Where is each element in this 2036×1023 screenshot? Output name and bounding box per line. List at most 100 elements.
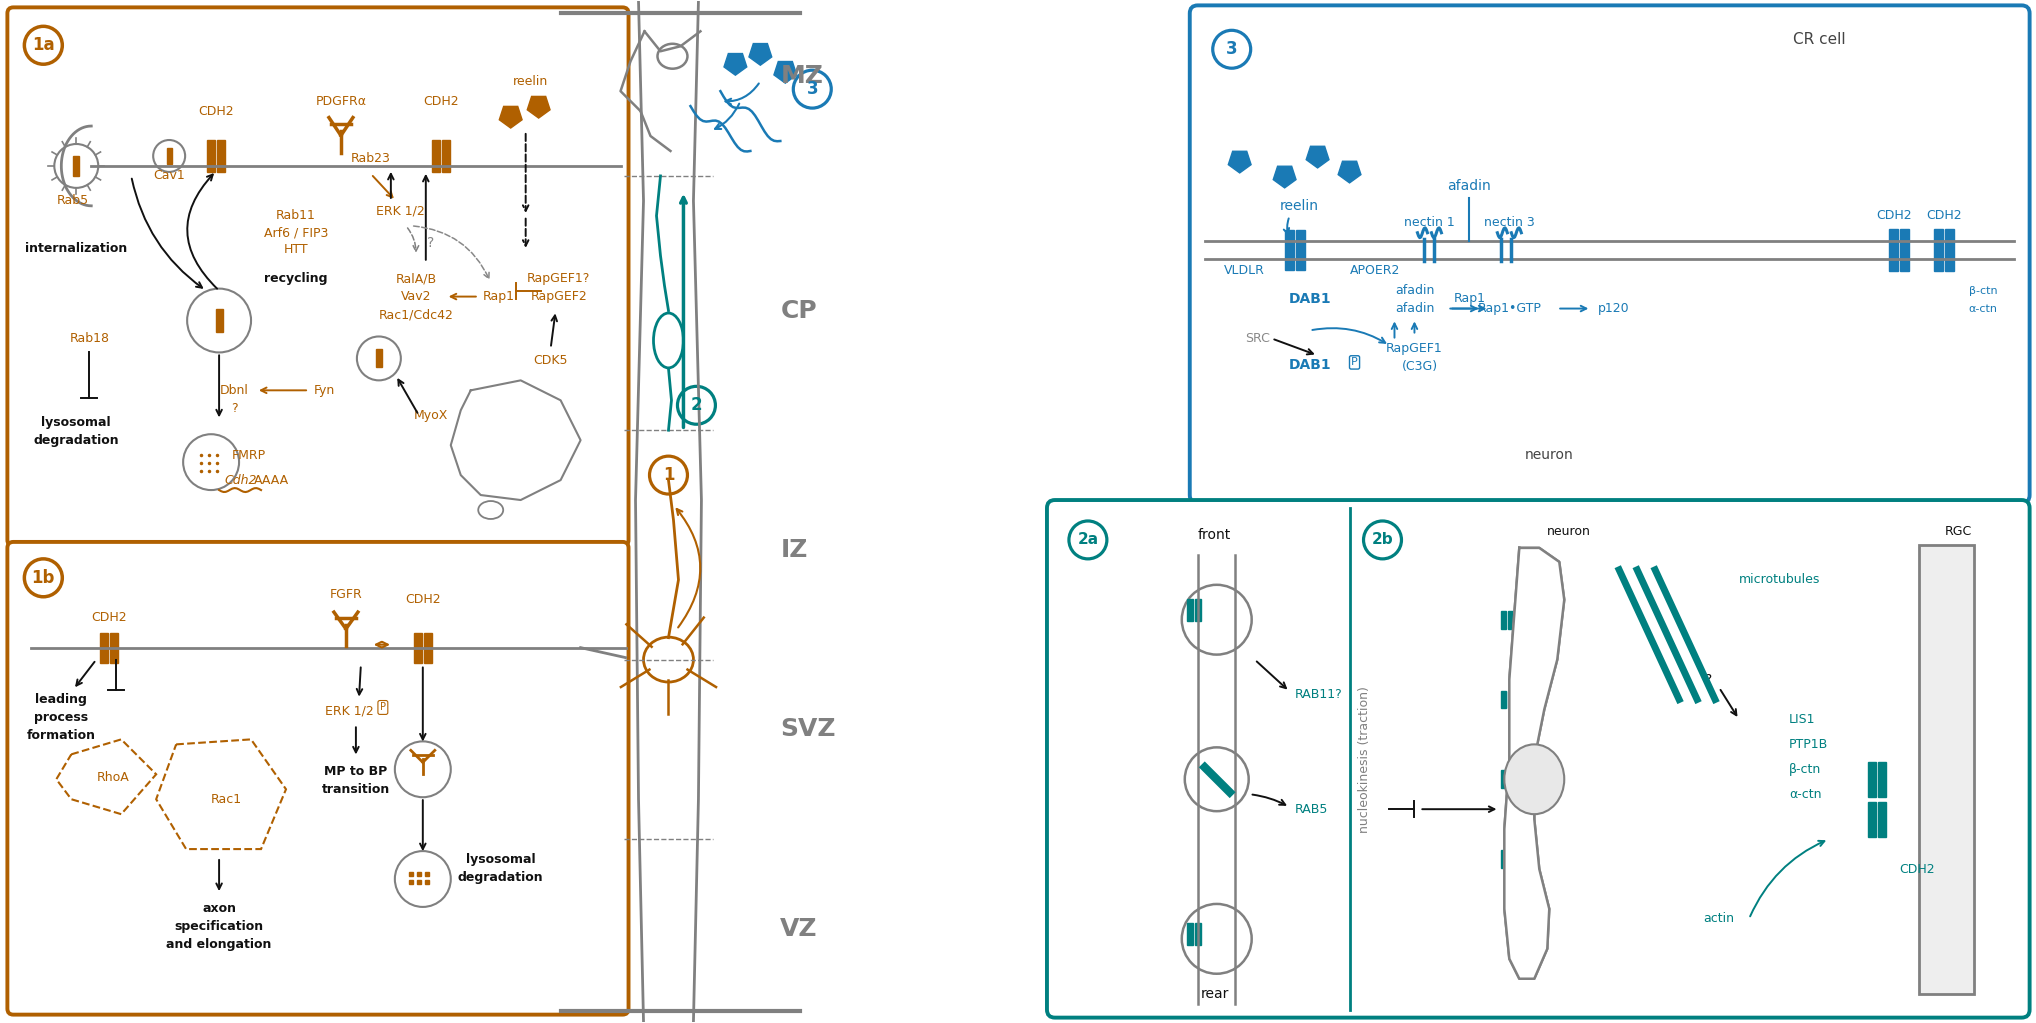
Polygon shape bbox=[749, 44, 772, 65]
Text: RapGEF1?: RapGEF1? bbox=[527, 272, 590, 285]
Bar bbox=[218, 140, 226, 172]
Ellipse shape bbox=[654, 313, 684, 368]
Text: 1: 1 bbox=[664, 466, 674, 484]
Bar bbox=[1918, 545, 1973, 993]
Circle shape bbox=[1069, 521, 1108, 559]
Circle shape bbox=[55, 144, 98, 188]
Text: neuron: neuron bbox=[1547, 526, 1592, 538]
Text: transition: transition bbox=[322, 783, 391, 796]
Circle shape bbox=[356, 337, 401, 381]
Bar bbox=[1877, 762, 1885, 797]
Bar bbox=[1867, 802, 1875, 837]
Text: afadin: afadin bbox=[1395, 284, 1433, 297]
Text: 3: 3 bbox=[1226, 40, 1238, 58]
Text: rear: rear bbox=[1201, 987, 1230, 1000]
Ellipse shape bbox=[643, 637, 694, 682]
Text: 2: 2 bbox=[690, 396, 702, 414]
Text: 2b: 2b bbox=[1372, 532, 1393, 547]
Text: β-ctn: β-ctn bbox=[1790, 763, 1820, 775]
Text: HTT: HTT bbox=[283, 243, 307, 256]
Text: 1a: 1a bbox=[33, 36, 55, 54]
Circle shape bbox=[1181, 585, 1252, 655]
Polygon shape bbox=[157, 740, 285, 849]
Bar bbox=[1501, 850, 1507, 869]
Text: Cdh2: Cdh2 bbox=[224, 474, 257, 487]
Polygon shape bbox=[1505, 548, 1564, 979]
Text: Rab11: Rab11 bbox=[277, 210, 316, 222]
Circle shape bbox=[183, 434, 238, 490]
Circle shape bbox=[1181, 904, 1252, 974]
Text: axon: axon bbox=[202, 902, 236, 916]
Text: leading: leading bbox=[35, 693, 88, 706]
Bar bbox=[423, 632, 432, 663]
Bar bbox=[110, 632, 118, 663]
Text: CDK5: CDK5 bbox=[533, 354, 568, 367]
Bar bbox=[1285, 230, 1293, 270]
Bar bbox=[100, 632, 108, 663]
Text: formation: formation bbox=[26, 729, 96, 742]
Text: RhoA: RhoA bbox=[98, 770, 130, 784]
Text: Rab5: Rab5 bbox=[57, 194, 90, 208]
Text: Rac1: Rac1 bbox=[210, 793, 242, 806]
Text: specification: specification bbox=[175, 921, 263, 933]
Text: Rap1: Rap1 bbox=[483, 291, 515, 303]
Bar bbox=[413, 632, 421, 663]
Text: α-ctn: α-ctn bbox=[1790, 788, 1822, 801]
Text: CP: CP bbox=[780, 299, 816, 322]
Polygon shape bbox=[57, 740, 157, 814]
Bar bbox=[1867, 762, 1875, 797]
Text: IZ: IZ bbox=[780, 538, 808, 562]
Text: VZ: VZ bbox=[780, 917, 818, 941]
Text: RalA/B: RalA/B bbox=[395, 272, 436, 285]
Polygon shape bbox=[1228, 151, 1250, 173]
Text: DAB1: DAB1 bbox=[1289, 292, 1332, 306]
Text: ?: ? bbox=[230, 402, 238, 414]
Circle shape bbox=[1185, 748, 1248, 811]
Text: nucleokinesis (traction): nucleokinesis (traction) bbox=[1358, 685, 1370, 833]
Polygon shape bbox=[499, 106, 521, 128]
Text: MyoX: MyoX bbox=[413, 409, 448, 421]
Circle shape bbox=[678, 387, 715, 425]
Text: Rap1•GTP: Rap1•GTP bbox=[1478, 302, 1541, 315]
Bar bbox=[442, 140, 450, 172]
Text: reelin: reelin bbox=[1281, 198, 1319, 213]
Bar bbox=[1877, 802, 1885, 837]
Text: AAAA: AAAA bbox=[252, 474, 289, 487]
Text: CDH2: CDH2 bbox=[1875, 210, 1912, 222]
Text: Dbnl: Dbnl bbox=[220, 384, 248, 397]
Text: P: P bbox=[381, 703, 387, 712]
Text: and elongation: and elongation bbox=[167, 938, 271, 951]
Text: Fyn: Fyn bbox=[314, 384, 334, 397]
Bar bbox=[1295, 230, 1305, 270]
Text: CDH2: CDH2 bbox=[92, 611, 126, 624]
Text: afadin: afadin bbox=[1448, 179, 1490, 193]
Text: 2a: 2a bbox=[1077, 532, 1099, 547]
Text: RAB11?: RAB11? bbox=[1295, 688, 1342, 701]
Text: DAB1: DAB1 bbox=[1289, 358, 1332, 372]
Text: CDH2: CDH2 bbox=[1900, 862, 1934, 876]
Bar bbox=[1900, 229, 1910, 271]
Text: SVZ: SVZ bbox=[780, 717, 837, 742]
Text: nectin 3: nectin 3 bbox=[1484, 216, 1535, 229]
Text: Rac1/Cdc42: Rac1/Cdc42 bbox=[379, 308, 454, 321]
Text: MP to BP: MP to BP bbox=[324, 765, 387, 777]
Text: ?: ? bbox=[1706, 672, 1712, 686]
Bar bbox=[1509, 770, 1513, 789]
Text: reelin: reelin bbox=[513, 75, 548, 88]
Text: CDH2: CDH2 bbox=[405, 593, 440, 607]
Text: PTP1B: PTP1B bbox=[1790, 738, 1828, 751]
Text: α-ctn: α-ctn bbox=[1969, 304, 1997, 314]
Bar bbox=[1501, 770, 1507, 789]
Text: Rab23: Rab23 bbox=[350, 152, 391, 166]
Bar bbox=[1934, 229, 1942, 271]
Text: Rab18: Rab18 bbox=[69, 332, 110, 345]
Bar bbox=[1187, 598, 1193, 621]
Bar bbox=[73, 155, 79, 176]
Text: neuron: neuron bbox=[1525, 448, 1574, 462]
Text: CDH2: CDH2 bbox=[197, 104, 234, 118]
Text: FMRP: FMRP bbox=[232, 449, 267, 461]
Bar bbox=[167, 148, 173, 164]
Text: degradation: degradation bbox=[33, 434, 118, 447]
Text: front: front bbox=[1197, 528, 1232, 542]
Polygon shape bbox=[1272, 166, 1297, 188]
